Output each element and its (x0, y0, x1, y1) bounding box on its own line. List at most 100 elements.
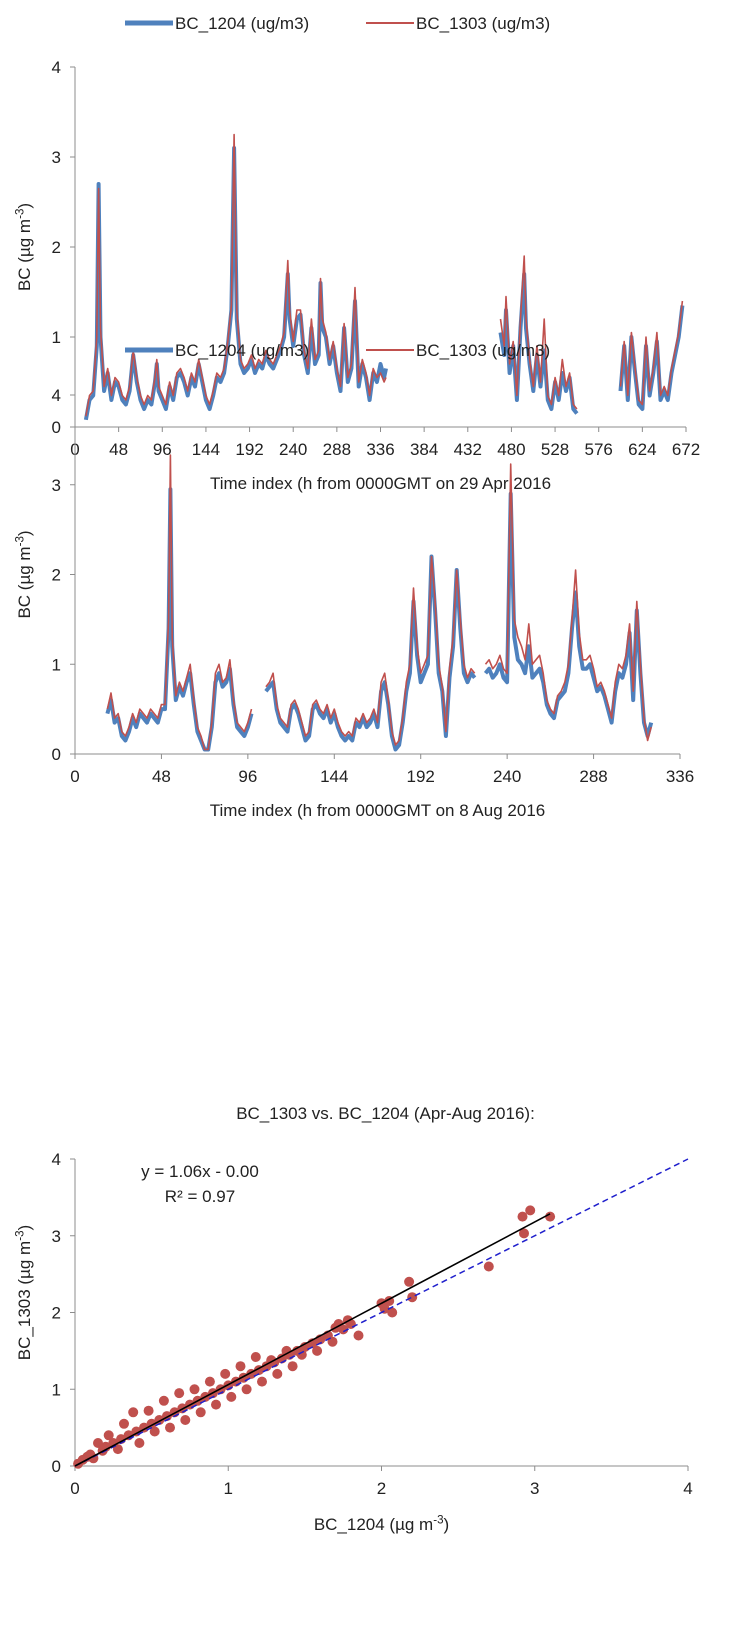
scatter-y-tick-label: 0 (52, 1457, 61, 1476)
chart2-x-tick-label: 48 (152, 767, 171, 786)
chart1-x-tick-label: 528 (541, 440, 569, 459)
scatter-point (296, 1349, 307, 1360)
scatter-point (257, 1376, 267, 1387)
scatter-point (226, 1391, 237, 1402)
chart1-y-tick-label: 2 (52, 238, 61, 257)
chart2-series-line (484, 463, 652, 742)
scatter-point (174, 1388, 185, 1399)
chart1-x-tick-label: 624 (628, 440, 656, 459)
chart1-x-tick-label: 240 (279, 440, 307, 459)
chart1-x-axis-title: Time index (h from 0000GMT on 29 Apr 201… (210, 474, 551, 493)
scatter-point (211, 1399, 221, 1410)
chart1-x-tick-label: 144 (192, 440, 220, 459)
chart1-y-axis-title-text: BC (µg m (15, 219, 34, 291)
scatter-point (143, 1405, 154, 1416)
chart1-x-tick-label: 432 (454, 440, 482, 459)
chart2-legend-label: BC_1204 (ug/m3) (175, 341, 309, 360)
scatter-title: BC_1303 vs. BC_1204 (Apr-Aug 2016): (236, 1104, 535, 1123)
scatter-point (180, 1415, 191, 1425)
chart1-y-axis-title-close: ) (15, 203, 34, 209)
scatter-point (387, 1307, 398, 1318)
chart1-y-tick-label: 0 (52, 418, 61, 437)
chart2-series-line (265, 555, 476, 746)
chart1-y-tick-label: 3 (52, 148, 61, 167)
scatter-point (158, 1395, 169, 1406)
one-to-one-line (74, 1158, 689, 1467)
chart1-series-line (499, 255, 578, 410)
scatter-y-tick-label: 2 (52, 1304, 61, 1323)
scatter-point (404, 1276, 415, 1287)
chart1-x-tick-label: 48 (109, 440, 128, 459)
scatter-y-axis-title-close: ) (15, 1225, 34, 1231)
scatter-point (241, 1384, 252, 1395)
chart1-series-line (619, 300, 684, 406)
scatter-point (103, 1430, 114, 1441)
chart2-x-tick-label: 192 (407, 767, 435, 786)
chart2-y-axis-title-close: ) (15, 530, 34, 536)
scatter-y-tick-label: 3 (52, 1227, 61, 1246)
chart1-y-tick-label: 4 (52, 58, 61, 77)
chart1-legend-label: BC_1303 (ug/m3) (416, 14, 550, 33)
fit-line (74, 1213, 551, 1467)
chart2-x-tick-label: 96 (238, 767, 257, 786)
chart1-x-tick-label: 336 (366, 440, 394, 459)
scatter-x-tick-label: 0 (70, 1479, 79, 1498)
chart2-y-axis-title-superscript: -3 (15, 536, 27, 546)
chart2-series-line (264, 554, 477, 752)
scatter-point (545, 1211, 556, 1222)
fit-equation: y = 1.06x - 0.00 (141, 1162, 259, 1181)
chart2-x-tick-label: 288 (579, 767, 607, 786)
chart1-x-tick-label: 576 (585, 440, 613, 459)
scatter-point (287, 1361, 298, 1372)
scatter-point (519, 1228, 529, 1239)
chart2-x-tick-label: 336 (666, 767, 694, 786)
scatter-x-axis-title-close: ) (444, 1515, 450, 1534)
chart2-x-axis-title: Time index (h from 0000GMT on 8 Aug 2016 (210, 801, 545, 820)
scatter-point (149, 1426, 160, 1437)
chart1-x-tick-label: 384 (410, 440, 438, 459)
scatter-point (134, 1438, 145, 1448)
chart2-y-axis-title-text: BC (µg m (15, 546, 34, 618)
chart2-legend-label: BC_1303 (ug/m3) (416, 341, 550, 360)
chart1-y-axis-title: BC (µg m-3) (15, 203, 34, 291)
chart1-y-axis-title-superscript: -3 (15, 209, 27, 219)
scatter-point (353, 1330, 364, 1341)
scatter-point (128, 1407, 139, 1418)
scatter-point (272, 1368, 283, 1379)
scatter-y-tick-label: 1 (52, 1380, 61, 1399)
chart2-series-line (106, 454, 253, 751)
chart1-x-tick-label: 192 (235, 440, 263, 459)
chart2-y-tick-label: 0 (52, 745, 61, 764)
scatter-point (517, 1211, 528, 1222)
scatter-y-axis-title-text: BC_1303 (µg m (15, 1241, 34, 1360)
scatter-y-axis-title-superscript: -3 (15, 1230, 27, 1240)
scatter-point (407, 1292, 418, 1303)
chart2-y-tick-label: 1 (52, 655, 61, 674)
scatter-point (235, 1361, 246, 1372)
chart2-series-line (105, 487, 254, 752)
chart1-legend-label: BC_1204 (ug/m3) (175, 14, 309, 33)
chart2-x-tick-label: 0 (70, 767, 79, 786)
chart1-x-tick-label: 96 (153, 440, 172, 459)
scatter-y-axis-title: BC_1303 (µg m-3) (15, 1225, 34, 1360)
chart2-x-tick-label: 144 (320, 767, 348, 786)
scatter-point (312, 1345, 323, 1356)
scatter-x-axis-title-text: BC_1204 (µg m (314, 1515, 433, 1534)
scatter-point (250, 1352, 261, 1362)
scatter-point (379, 1303, 390, 1314)
scatter-point (483, 1261, 494, 1272)
scatter-point (204, 1376, 215, 1387)
chart2-y-axis-title: BC (µg m-3) (15, 530, 34, 618)
scatter-point (220, 1368, 231, 1379)
scatter-point (189, 1384, 200, 1395)
scatter-y-tick-label: 4 (52, 1150, 61, 1169)
scatter-point (525, 1205, 536, 1216)
fit-r2: R² = 0.97 (165, 1187, 235, 1206)
chart1-y-tick-label: 1 (52, 328, 61, 347)
chart2-x-tick-label: 240 (493, 767, 521, 786)
scatter-point (195, 1407, 206, 1418)
chart1-x-tick-label: 672 (672, 440, 700, 459)
scatter-x-axis-title: BC_1204 (µg m-3) (314, 1515, 449, 1534)
scatter-point (338, 1324, 349, 1335)
